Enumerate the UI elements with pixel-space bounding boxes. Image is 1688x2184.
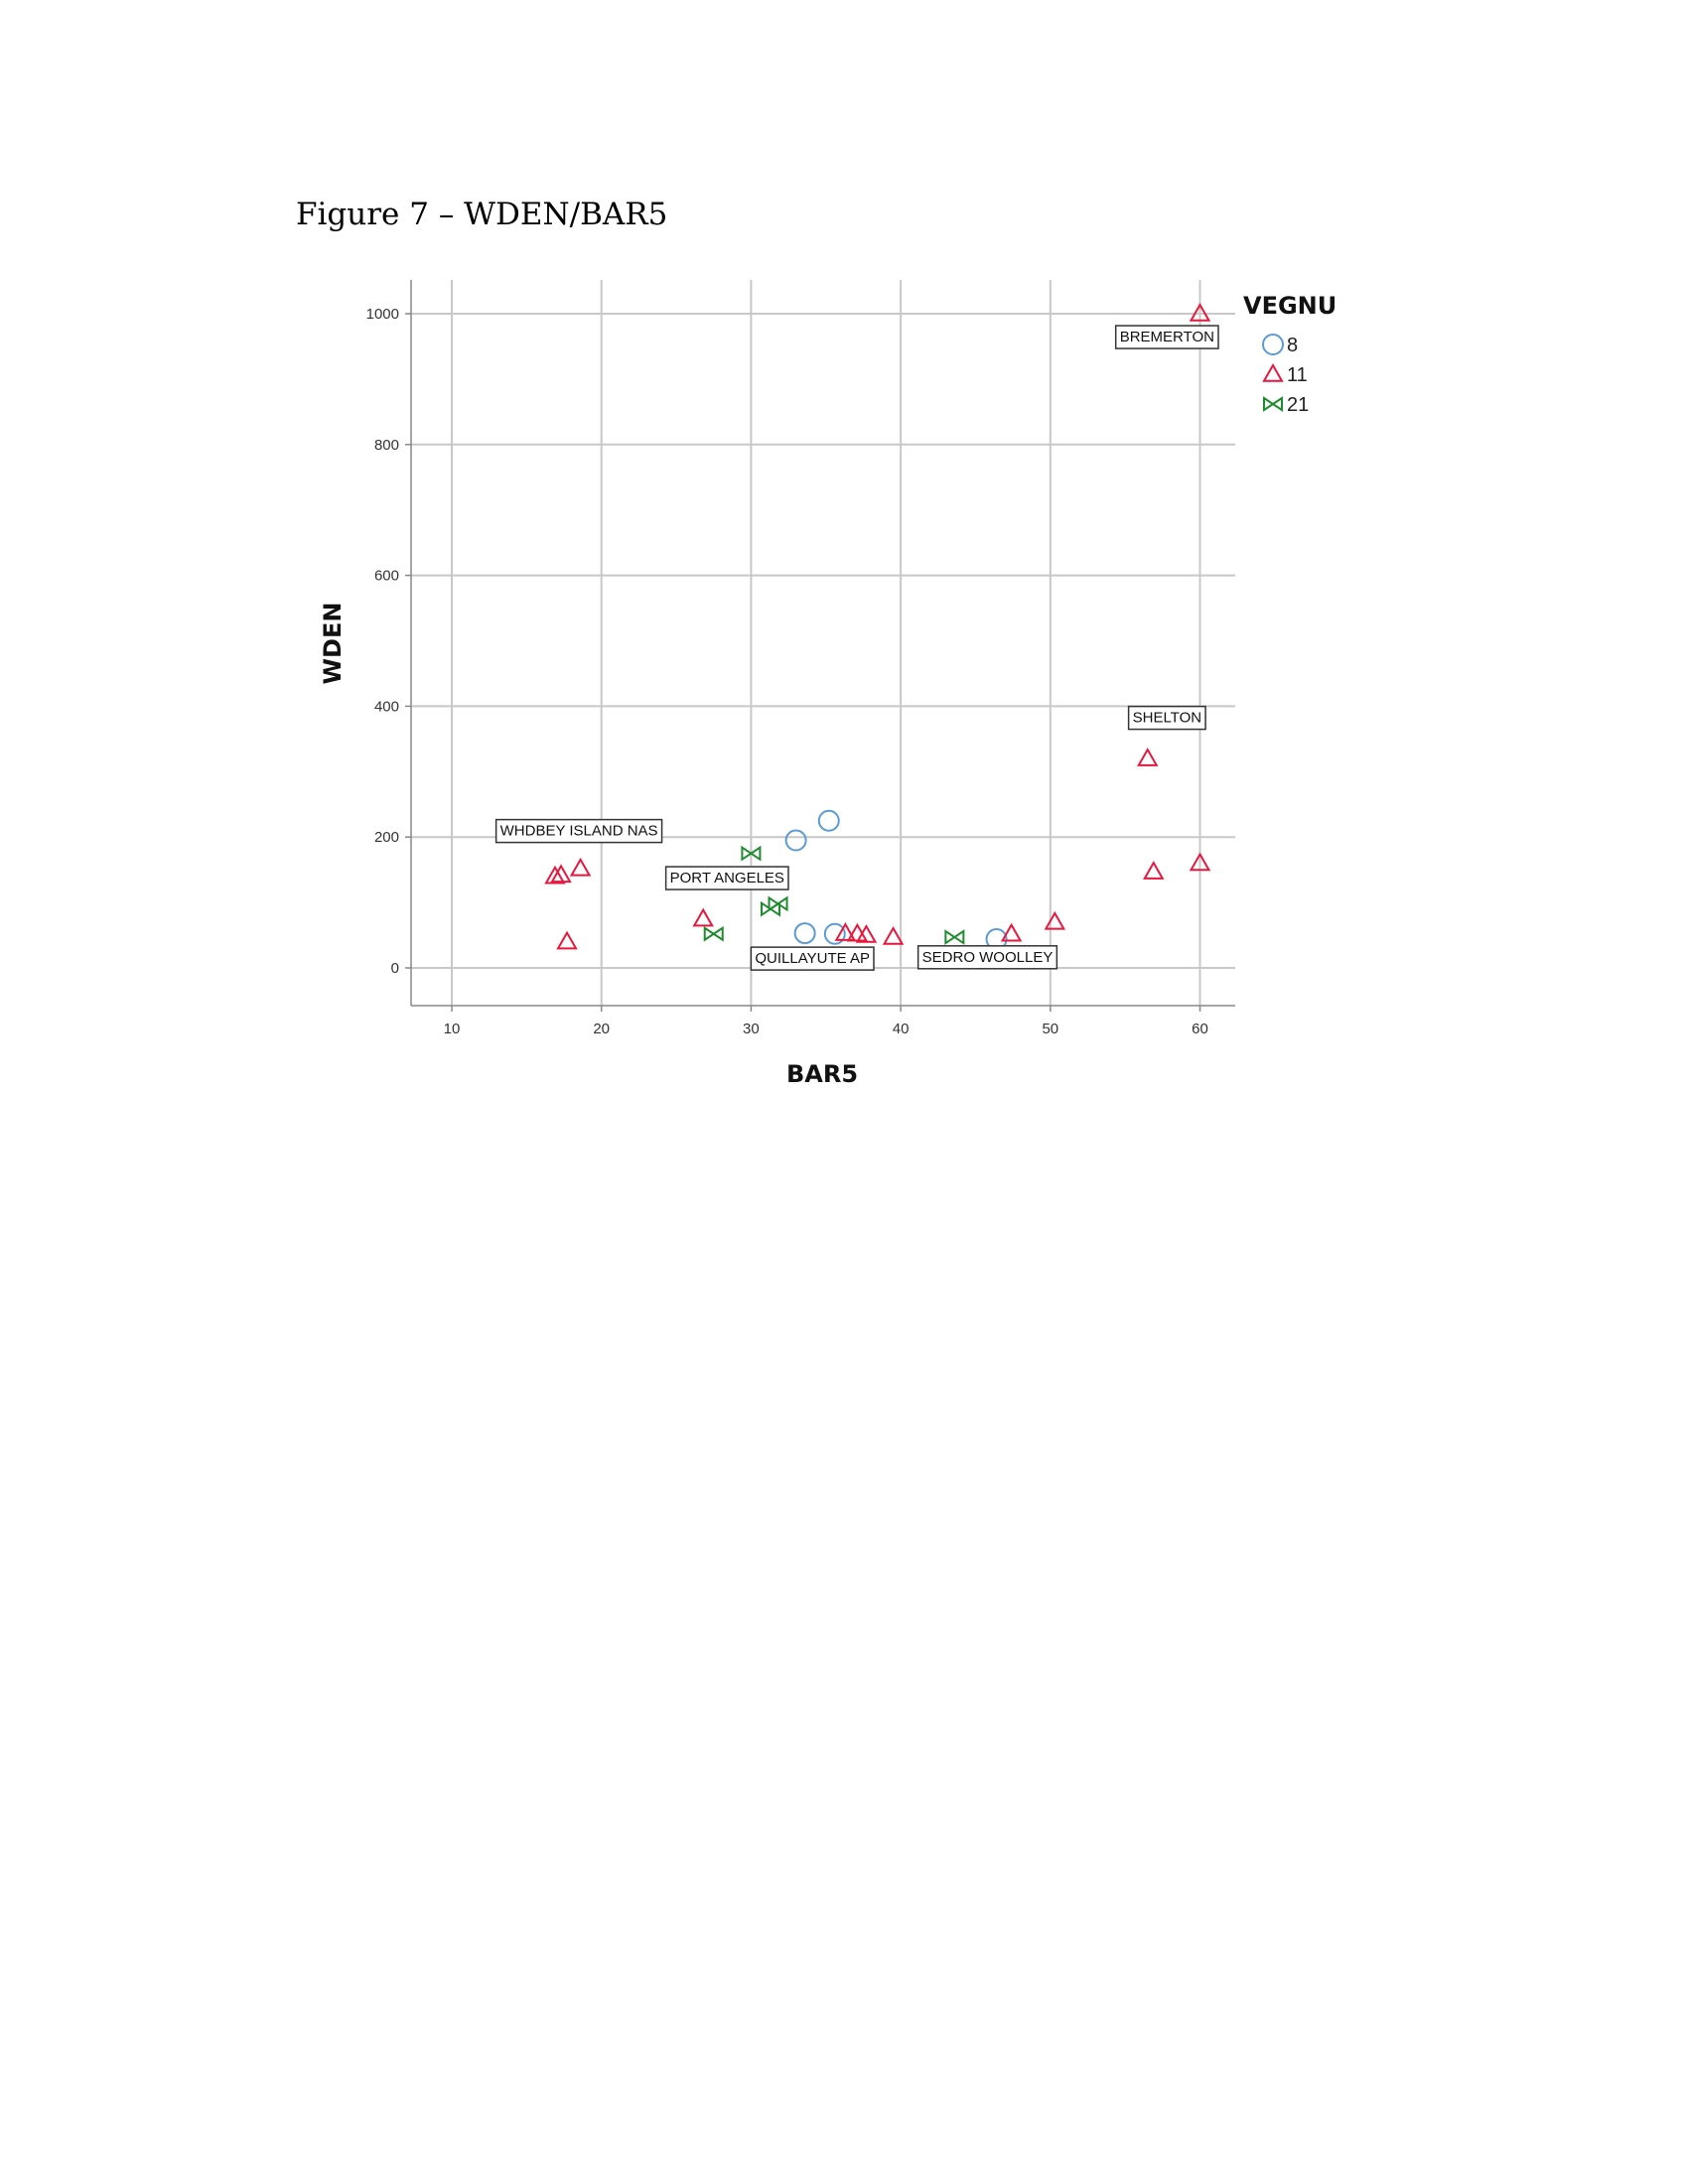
x-tick-label: 10	[444, 1021, 461, 1037]
annotation-label: BREMERTON	[1114, 325, 1219, 349]
legend-label-21: 21	[1287, 394, 1309, 416]
annotation-text: WHDBEY ISLAND NAS	[500, 823, 658, 840]
annotation-text: PORT ANGELES	[670, 870, 784, 887]
x-tick-label: 50	[1042, 1021, 1058, 1037]
series-11-point	[692, 907, 714, 927]
series-21-point	[703, 925, 724, 942]
series-11-point	[1137, 748, 1159, 766]
y-tick-label: 0	[391, 960, 399, 977]
series-11-point	[1044, 910, 1066, 930]
y-axis-title: WDEN	[319, 603, 347, 685]
legend-marker-8	[1262, 334, 1284, 355]
annotation-label: SEDRO WOOLLEY	[916, 945, 1058, 970]
y-tick-label: 400	[374, 698, 399, 715]
series-11-point	[1000, 922, 1023, 942]
annotation-text: BREMERTON	[1120, 329, 1214, 345]
annotation-box	[494, 818, 663, 844]
series-11-point	[1189, 302, 1211, 322]
series-11-point	[1143, 861, 1165, 880]
annotation-label: PORT ANGELES	[664, 866, 789, 890]
gridlines	[411, 280, 1235, 1006]
legend-title: VEGNU	[1243, 292, 1336, 320]
x-tick-label: 60	[1192, 1021, 1208, 1037]
series-21-point	[741, 845, 762, 862]
legend: VEGNU 8 11 21	[1243, 292, 1336, 416]
x-tick-label: 30	[743, 1021, 760, 1037]
legend-label-8: 8	[1287, 335, 1298, 356]
series-8-point	[817, 809, 840, 832]
data-points	[544, 302, 1211, 951]
y-tick-label: 800	[374, 437, 399, 454]
figure-caption: Figure 7 – WDEN/BAR5	[296, 197, 668, 232]
series-21-point	[768, 895, 788, 912]
series-11-point	[882, 926, 905, 945]
annotation-box	[916, 945, 1058, 970]
annotation-text: QUILLAYUTE AP	[755, 950, 870, 967]
y-tick-label: 200	[374, 829, 399, 846]
annotation-box	[750, 946, 875, 971]
annotation-box	[1114, 325, 1219, 349]
legend-marker-21	[1263, 396, 1283, 412]
annotation-box	[664, 866, 789, 890]
annotation-label: SHELTON	[1127, 705, 1206, 731]
axes	[410, 280, 1235, 1007]
series-11-point	[855, 924, 878, 943]
annotations: BREMERTON SHELTON WHDBEY ISLAND NAS PORT AN…	[494, 325, 1219, 971]
series-21-point	[944, 929, 965, 945]
x-tick-label: 20	[593, 1021, 610, 1037]
y-tick-label: 1000	[366, 306, 399, 323]
series-8-point	[784, 829, 807, 852]
annotation-box	[1127, 705, 1206, 731]
annotation-label: WHDBEY ISLAND NAS	[494, 818, 663, 844]
legend-label-11: 11	[1287, 364, 1308, 386]
legend-marker-11	[1262, 362, 1284, 382]
x-axis-title: BAR5	[786, 1060, 858, 1088]
y-tick-label: 600	[374, 568, 399, 585]
series-11-point	[544, 865, 566, 885]
series-11-point	[550, 864, 572, 884]
series-8-point	[823, 922, 846, 945]
series-11-point	[1189, 852, 1211, 872]
series-11-point	[834, 922, 857, 941]
series-11-point	[556, 930, 578, 950]
x-tick-label: 40	[893, 1021, 910, 1037]
series-8-point	[793, 922, 816, 945]
annotation-label: QUILLAYUTE AP	[750, 946, 875, 971]
series-11-point	[569, 857, 592, 877]
annotation-text: SEDRO WOOLLEY	[922, 949, 1054, 966]
annotation-text: SHELTON	[1133, 710, 1201, 727]
